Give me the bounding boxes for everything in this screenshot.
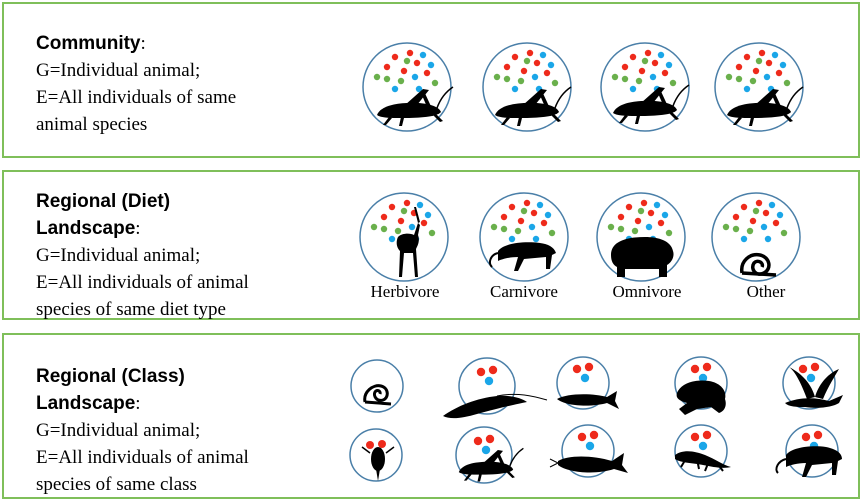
class-circle-snake <box>350 359 404 413</box>
community-description: Community: G=Individual animal; E=All in… <box>36 30 236 138</box>
diet-panel: Regional (Diet) Landscape: G=Individual … <box>2 170 860 320</box>
class-circle-catfish <box>549 424 628 478</box>
community-circle-4 <box>714 42 804 132</box>
class-circle-insect-larva <box>349 428 403 482</box>
antelope-icon <box>396 207 420 277</box>
diet-line-3: species of same diet type <box>36 299 226 320</box>
diet-circle-omnivore <box>596 192 686 282</box>
diet-circle-herbivore <box>359 192 449 282</box>
shrimp-icon <box>443 393 548 419</box>
community-line-1: G=Individual animal; <box>36 60 201 81</box>
class-circle-frog <box>674 356 728 415</box>
class-line-2: E=All individuals of animal <box>36 447 249 468</box>
diet-circle-other <box>711 192 801 282</box>
class-line-1: G=Individual animal; <box>36 420 201 441</box>
fish-icon <box>549 453 628 473</box>
big-cat-icon <box>775 446 842 477</box>
diet-label-other: Other <box>747 282 786 301</box>
class-circle-bird <box>782 356 843 410</box>
diet-description: Regional (Diet) Landscape: G=Individual … <box>36 188 249 323</box>
class-line-3: species of same class <box>36 474 197 495</box>
community-circle-1 <box>362 42 454 132</box>
frog-icon <box>676 380 726 415</box>
fish-icon <box>557 391 619 409</box>
big-cat-icon <box>489 242 556 271</box>
class-title-2: Landscape <box>36 393 136 414</box>
diet-circle-carnivore <box>479 192 569 282</box>
class-title-1: Regional (Class) <box>36 366 185 387</box>
grasshopper-icon <box>376 86 454 127</box>
diet-label-carnivore: Carnivore <box>490 282 558 301</box>
grasshopper-icon <box>612 84 690 125</box>
snake-icon <box>363 384 392 406</box>
community-line-3: animal species <box>36 114 148 135</box>
diet-title-2: Landscape <box>36 218 136 239</box>
community-line-2: E=All individuals of same <box>36 87 237 108</box>
grasshopper-icon <box>458 447 525 483</box>
bird-icon <box>785 367 843 408</box>
diet-title-1: Regional (Diet) <box>36 191 171 212</box>
grasshopper-icon <box>726 86 804 127</box>
class-circle-cat <box>775 424 842 478</box>
snake-icon <box>740 252 777 277</box>
lizard-icon <box>675 451 731 472</box>
community-circle-2 <box>482 42 572 132</box>
diet-line-2: E=All individuals of animal <box>36 272 249 293</box>
hippo-icon <box>611 237 674 277</box>
community-circle-3 <box>600 42 690 132</box>
grasshopper-icon <box>494 86 572 127</box>
diet-label-omnivore: Omnivore <box>613 282 682 301</box>
community-panel: Community: G=Individual animal; E=All in… <box>2 2 860 158</box>
community-title: Community <box>36 33 141 54</box>
class-circle-fish <box>556 356 619 410</box>
diet-label-herbivore: Herbivore <box>371 282 440 301</box>
class-description: Regional (Class) Landscape: G=Individual… <box>36 363 249 498</box>
insect-icon <box>361 446 395 481</box>
diet-line-1: G=Individual animal; <box>36 245 201 266</box>
class-circle-grasshopper <box>455 426 525 484</box>
class-circle-shrimp <box>443 357 548 419</box>
class-circle-lizard <box>674 424 731 478</box>
